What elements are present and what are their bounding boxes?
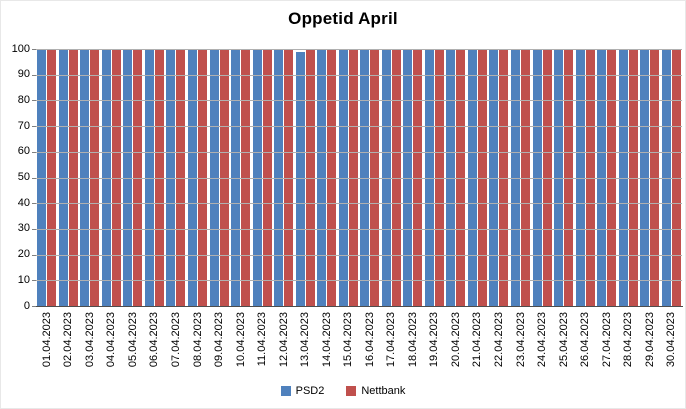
x-axis-label: 26.04.2023: [579, 312, 592, 368]
gridline: [36, 228, 682, 230]
legend-swatch-nettbank: [346, 386, 357, 396]
x-axis-label: 23.04.2023: [514, 312, 527, 368]
y-axis-tick: [32, 151, 36, 153]
y-axis-tick-label: 20: [17, 248, 30, 261]
x-axis-label: 30.04.2023: [665, 312, 678, 368]
x-axis-label: 03.04.2023: [83, 312, 96, 368]
gridline: [36, 203, 682, 205]
y-axis-tick-label: 90: [17, 68, 30, 81]
y-axis-tick-label: 30: [17, 222, 30, 235]
y-axis-tick: [32, 306, 36, 307]
x-axis-label: 21.04.2023: [471, 312, 484, 368]
gridline: [36, 100, 682, 102]
gridline: [36, 126, 682, 128]
x-axis-label: 29.04.2023: [643, 312, 656, 368]
x-axis-label: 13.04.2023: [299, 312, 312, 368]
legend-label-nettbank: Nettbank: [361, 385, 406, 397]
x-axis-label: 05.04.2023: [126, 312, 139, 368]
x-axis-label: 24.04.2023: [536, 312, 549, 368]
x-axis-label: 14.04.2023: [320, 312, 333, 368]
y-axis-tick: [32, 228, 36, 230]
gridline: [36, 280, 682, 282]
legend: PSD2 Nettbank: [1, 385, 685, 397]
x-axis-label: 12.04.2023: [277, 312, 290, 368]
gridline: [36, 74, 682, 76]
y-axis-tick-label: 40: [17, 196, 30, 209]
y-axis-tick-label: 10: [17, 273, 30, 286]
x-axis-label: 20.04.2023: [449, 312, 462, 368]
x-axis-line: [36, 306, 683, 307]
y-axis-tick: [32, 203, 36, 205]
x-axis-label: 18.04.2023: [406, 312, 419, 368]
gridline: [36, 177, 682, 179]
y-axis-tick-label: 50: [17, 171, 30, 183]
x-axis-label: 25.04.2023: [557, 312, 570, 368]
x-axis-label: 28.04.2023: [622, 312, 635, 368]
x-axis-label: 08.04.2023: [191, 312, 204, 368]
bar-psd2: [295, 51, 305, 306]
legend-item-nettbank: Nettbank: [346, 385, 405, 397]
y-axis-tick: [32, 74, 36, 76]
y-axis-tick: [32, 280, 36, 282]
x-axis-label: 27.04.2023: [600, 312, 613, 368]
y-axis-tick-label: 80: [17, 93, 30, 106]
x-axis-label: 16.04.2023: [363, 312, 376, 368]
x-axis-label: 02.04.2023: [62, 312, 75, 368]
y-axis-tick: [32, 177, 36, 179]
x-axis-label: 06.04.2023: [148, 312, 161, 368]
legend-swatch-psd2: [280, 386, 291, 396]
x-axis-label: 10.04.2023: [234, 312, 247, 368]
y-axis-tick: [32, 126, 36, 128]
legend-label-psd2: PSD2: [295, 385, 325, 397]
y-axis-tick-label: 100: [11, 42, 30, 55]
legend-item-psd2: PSD2: [280, 385, 325, 397]
y-axis-tick: [32, 49, 36, 50]
x-axis-label: 07.04.2023: [169, 312, 182, 368]
x-axis-label: 17.04.2023: [385, 312, 398, 368]
gridline: [36, 254, 682, 256]
x-axis-label: 15.04.2023: [342, 312, 355, 368]
x-axis-label: 19.04.2023: [428, 312, 441, 368]
x-axis-label: 09.04.2023: [213, 312, 226, 368]
y-axis-tick-label: 60: [17, 145, 30, 158]
x-axis-label: 04.04.2023: [105, 312, 118, 368]
x-axis-label: 11.04.2023: [256, 312, 269, 367]
y-axis-tick-label: 70: [17, 119, 30, 132]
chart-title: Oppetid April: [288, 9, 398, 28]
y-axis-tick: [32, 254, 36, 256]
y-axis-tick: [32, 100, 36, 102]
gridline: [36, 49, 682, 50]
x-axis-label: 01.04.2023: [40, 312, 53, 368]
y-axis-tick-label: 0: [23, 299, 30, 312]
x-axis-label: 22.04.2023: [492, 312, 505, 368]
plot-area: [36, 49, 682, 306]
gridline: [36, 151, 682, 153]
